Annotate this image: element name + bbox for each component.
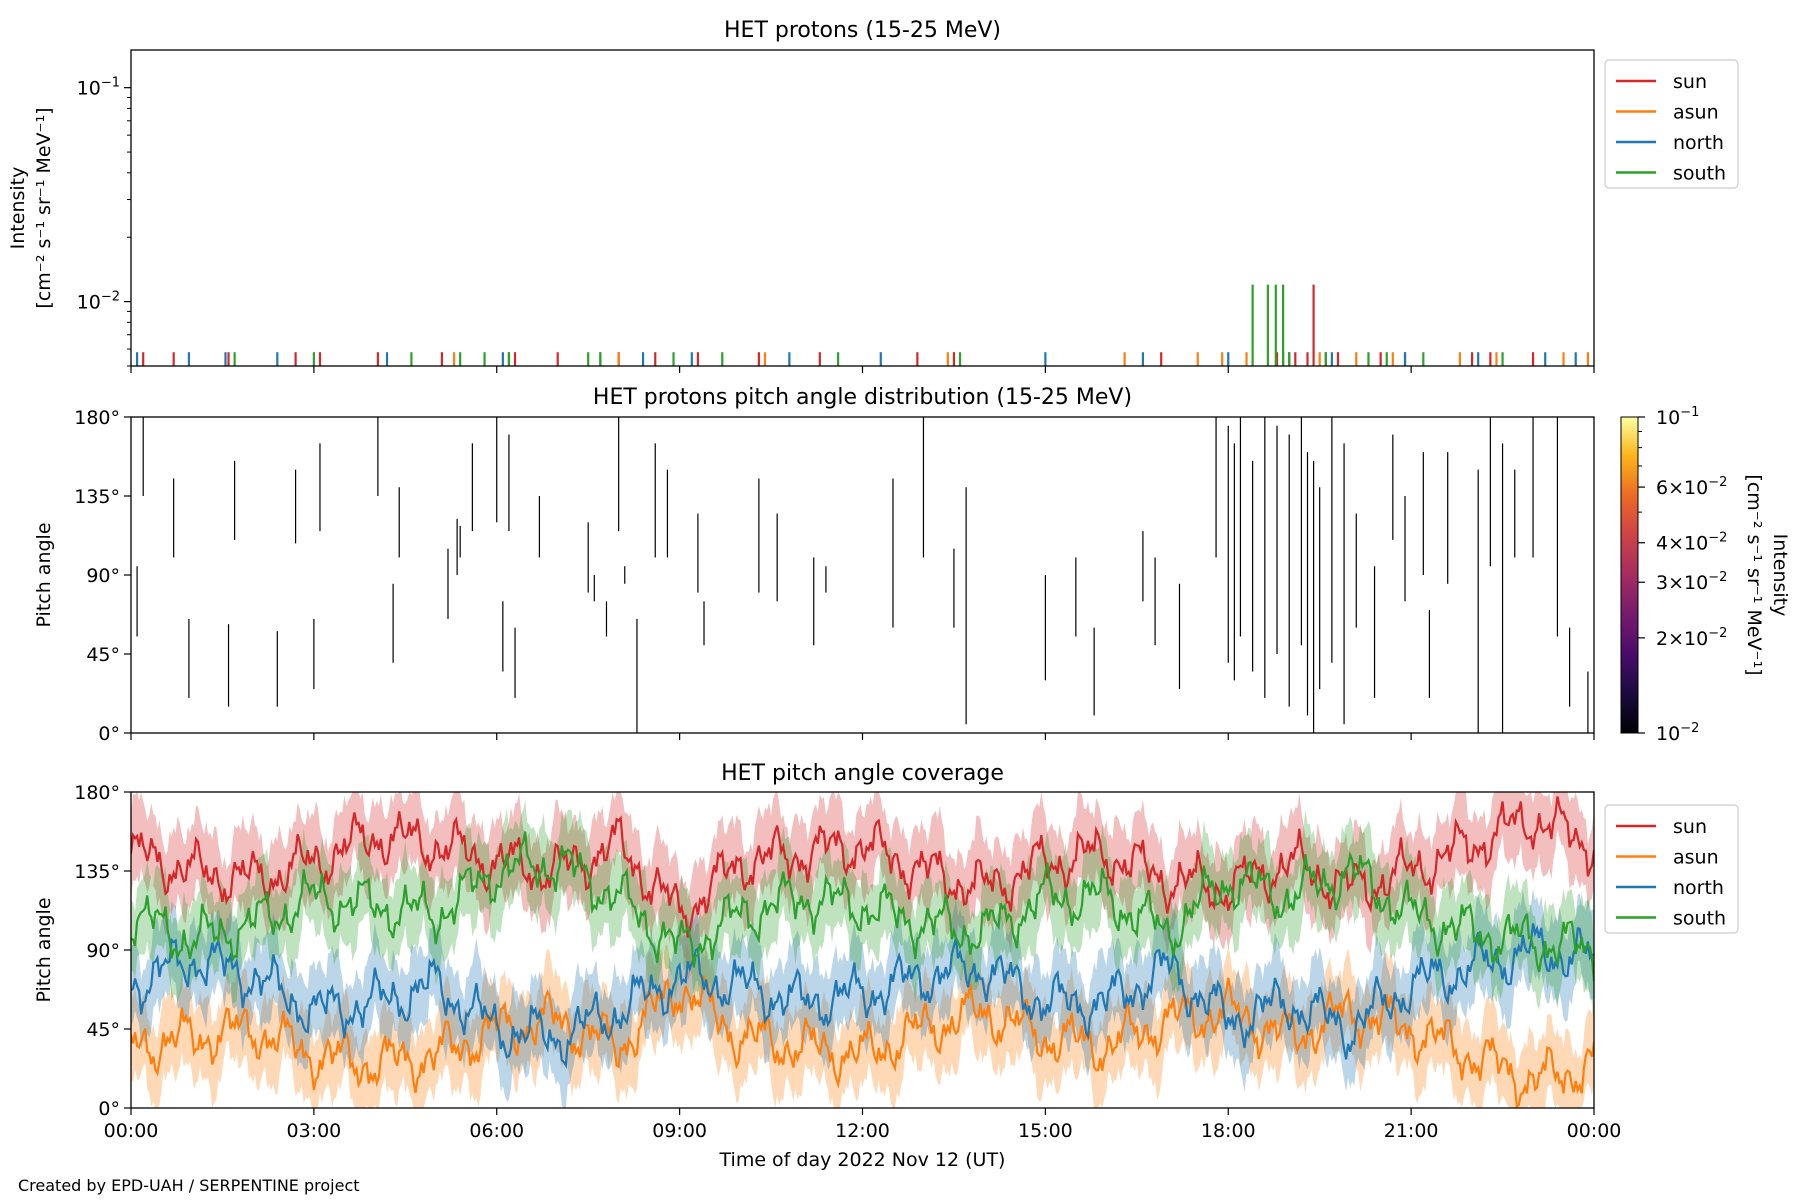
intensity-legend: sun asun north south: [1604, 59, 1739, 189]
legend-label-south: south: [1673, 163, 1726, 185]
coverage-x-tick-label: 21:00: [1384, 1120, 1439, 1142]
colorbar-tick-label: 2×10−2: [1656, 626, 1727, 650]
coverage-y-tick-label: 90°: [86, 940, 120, 962]
coverage-y-ticks: 0° 45° 90° 135° 180°: [74, 782, 131, 1120]
coverage-x-tick-label: 12:00: [835, 1120, 890, 1142]
intensity-y-ticks: 10−1 10−2: [77, 76, 131, 367]
pad-x-ticks: [130, 733, 1595, 740]
legend-label-asun: asun: [1673, 847, 1719, 869]
legend-label-sun: sun: [1673, 71, 1707, 93]
coverage-ylabel: Pitch angle: [33, 897, 55, 1002]
pad-y-tick-label: 135°: [74, 486, 120, 508]
intensity-title: HET protons (15-25 MeV): [724, 18, 1001, 43]
legend-label-north: north: [1673, 132, 1724, 154]
colorbar-label-line1: Intensity: [1769, 534, 1791, 617]
coverage-legend: sun asun north south: [1604, 804, 1739, 934]
pad-y-tick-label: 45°: [86, 644, 120, 666]
colorbar-tick-label: 3×10−2: [1656, 570, 1727, 594]
colorbar-tick-label: 10−1: [1656, 405, 1699, 429]
intensity-ylabel-line1: Intensity: [7, 167, 29, 250]
coverage-title: HET pitch angle coverage: [721, 761, 1004, 786]
colorbar-tick-label: 10−2: [1656, 721, 1699, 745]
intensity-panel: HET protons (15-25 MeV) 10−1 10−2 Intensi…: [7, 18, 1739, 373]
pad-y-ticks: 0° 45° 90° 135° 180°: [74, 407, 131, 745]
coverage-x-tick-label: 06:00: [469, 1120, 524, 1142]
footer-credit: Created by EPD-UAH / SERPENTINE project: [18, 1176, 360, 1195]
coverage-y-tick-label: 180°: [74, 782, 120, 804]
intensity-ylabel-line2: [cm⁻² s⁻¹ sr⁻¹ MeV⁻¹]: [33, 107, 55, 308]
legend-label-sun: sun: [1673, 816, 1707, 838]
coverage-xlabel: Time of day 2022 Nov 12 (UT): [719, 1149, 1006, 1171]
colorbar: [1620, 416, 1639, 734]
coverage-x-tick-label: 00:00: [104, 1120, 159, 1142]
intensity-axes-frame: [130, 49, 1595, 367]
coverage-y-tick-label: 45°: [86, 1019, 120, 1041]
coverage-line-north: [131, 923, 1594, 1069]
legend-label-south: south: [1673, 908, 1726, 930]
coverage-panel: HET pitch angle coverage 0° 45° 90° 135° 180…: [33, 761, 1739, 1171]
coverage-band-sun: [131, 792, 1594, 982]
intensity-plot-area: [135, 284, 1590, 366]
intensity-y-tick-label: 10−2: [77, 290, 120, 314]
coverage-x-tick-label: 00:00: [1567, 1120, 1622, 1142]
intensity-x-ticks: [130, 366, 1595, 373]
intensity-y-tick-label: 10−1: [77, 76, 120, 100]
coverage-x-tick-label: 09:00: [652, 1120, 707, 1142]
coverage-x-ticks: 00:00 03:00 06:00 09:00 12:00 15:00 18:00 21:00…: [104, 1108, 1622, 1142]
coverage-y-tick-label: 0°: [98, 1098, 120, 1120]
legend-label-asun: asun: [1673, 102, 1719, 124]
coverage-plot-area: [131, 792, 1594, 1108]
colorbar-label-line2: [cm⁻² s⁻¹ sr⁻¹ MeV⁻¹]: [1743, 474, 1765, 675]
coverage-y-tick-label: 135°: [74, 861, 120, 883]
colorbar-ticks: 10−1 6×10−2 4×10−2 3×10−2 2×10−2 10−2: [1638, 405, 1727, 745]
legend-frame: [1604, 59, 1739, 189]
coverage-x-tick-label: 03:00: [286, 1120, 341, 1142]
coverage-line-asun: [131, 975, 1594, 1108]
colorbar-tick-label: 4×10−2: [1656, 531, 1727, 555]
colorbar-tick-label: 6×10−2: [1656, 475, 1727, 499]
coverage-line-south: [131, 831, 1594, 982]
coverage-x-tick-label: 18:00: [1201, 1120, 1256, 1142]
coverage-x-tick-label: 15:00: [1018, 1120, 1073, 1142]
pad-title: HET protons pitch angle distribution (15…: [593, 385, 1132, 410]
pad-y-tick-label: 90°: [86, 565, 120, 587]
pad-plot-area: [136, 417, 1589, 733]
coverage-band-north: [131, 888, 1594, 1108]
pad-ylabel: Pitch angle: [33, 522, 55, 627]
legend-frame: [1604, 804, 1739, 934]
pad-y-tick-label: 0°: [98, 723, 120, 745]
legend-label-north: north: [1673, 877, 1724, 899]
pad-panel: HET protons pitch angle distribution (15…: [33, 385, 1791, 745]
coverage-line-sun: [131, 796, 1594, 938]
pad-y-tick-label: 180°: [74, 407, 120, 429]
